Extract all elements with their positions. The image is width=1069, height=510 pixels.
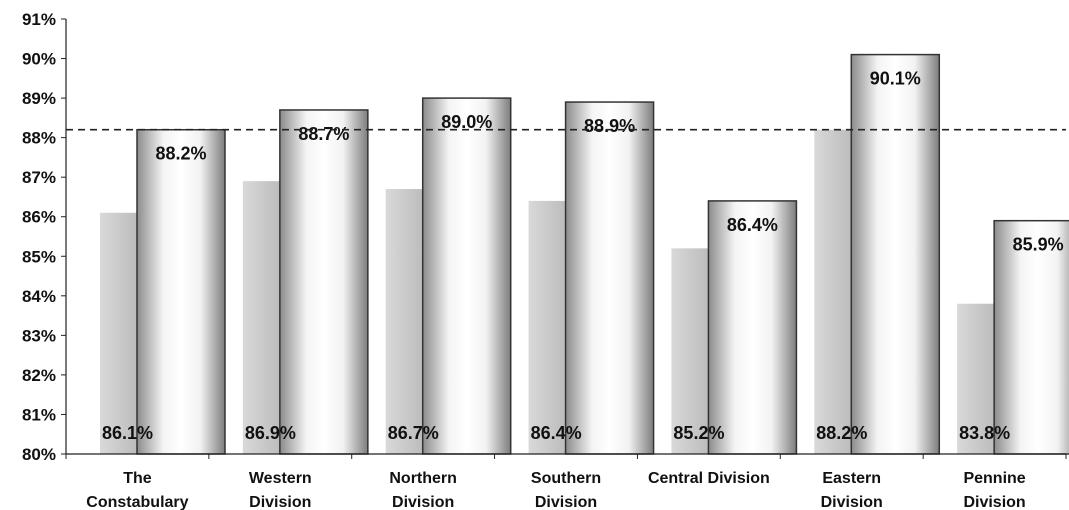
category-label: Division xyxy=(821,494,883,510)
y-tick-label: 89% xyxy=(22,89,56,108)
data-label-previous: 86.4% xyxy=(531,423,582,443)
labels-layer: 86.1% 88.2% 86.9% 88.7% 86.7% 89.0% 86.4% 88.9%… xyxy=(66,69,1066,443)
category-label: Eastern xyxy=(822,470,881,487)
y-tick-label: 88% xyxy=(22,129,56,148)
bar-current xyxy=(421,97,512,455)
category-label: The xyxy=(123,470,152,487)
y-tick-label: 90% xyxy=(22,50,56,69)
data-label-current: 88.7% xyxy=(298,124,349,144)
y-tick-label: 86% xyxy=(22,208,56,227)
y-tick-label: 91% xyxy=(22,10,56,29)
data-label-current: 89.0% xyxy=(441,112,492,132)
bar-current xyxy=(850,53,941,455)
y-tick-label: 81% xyxy=(22,405,56,424)
category-label: Pennine xyxy=(963,470,1025,487)
category-label: Division xyxy=(963,494,1025,510)
bars-layer xyxy=(100,53,1069,455)
data-label-current: 86.4% xyxy=(727,215,778,235)
data-label-previous: 85.2% xyxy=(673,423,724,443)
y-tick-label: 83% xyxy=(22,326,56,345)
y-tick-label: 84% xyxy=(22,287,56,306)
data-label-previous: 83.8% xyxy=(959,423,1010,443)
y-tick-label: 85% xyxy=(22,247,56,266)
bar-current xyxy=(564,101,655,455)
y-tick-label: 87% xyxy=(22,168,56,187)
bar-current xyxy=(707,200,798,455)
bar-current xyxy=(136,128,226,455)
data-label-previous: 86.9% xyxy=(245,423,296,443)
y-tick-label: 80% xyxy=(22,445,56,464)
data-label-current: 90.1% xyxy=(870,69,921,89)
category-label: Division xyxy=(392,494,454,510)
bar-current xyxy=(993,219,1069,455)
category-label: Constabulary xyxy=(86,494,188,510)
data-label-current: 88.9% xyxy=(584,116,635,136)
category-label: Western xyxy=(249,470,312,487)
data-label-previous: 86.7% xyxy=(388,423,439,443)
category-label: Division xyxy=(535,494,597,510)
category-label: Division xyxy=(249,494,311,510)
data-label-current: 85.9% xyxy=(1013,235,1064,255)
axis-layer: 80% 81% 82% 83% 84% 85% 86% 87% 88% 89% 90% 91% The C… xyxy=(22,10,1067,510)
category-label: Southern xyxy=(531,470,601,487)
y-tick-label: 82% xyxy=(22,366,56,385)
bar-current xyxy=(279,109,369,455)
data-label-current: 88.2% xyxy=(155,144,206,164)
category-label: Northern xyxy=(389,470,457,487)
category-label: Central Division xyxy=(648,470,770,487)
data-label-previous: 86.1% xyxy=(102,423,153,443)
data-label-previous: 88.2% xyxy=(816,423,867,443)
